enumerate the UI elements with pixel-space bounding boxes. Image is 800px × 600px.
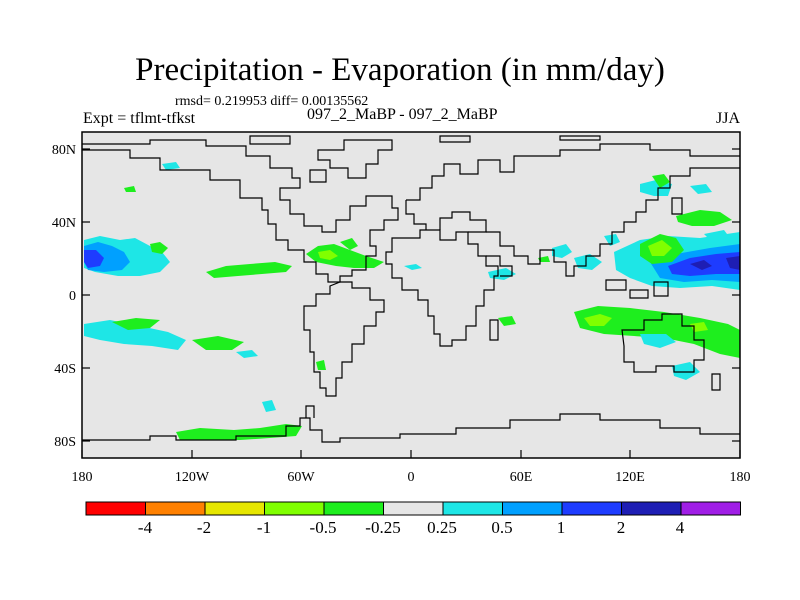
tick-marks [81, 148, 741, 458]
experiment-label: Expt = tflmt-tfkst [83, 110, 196, 127]
stats-text: rmsd= 0.219953 diff= 0.00135562 [175, 94, 369, 109]
colorbar-labels: -4 -2 -1 -0.5 -0.25 0.25 0.5 1 2 4 [138, 518, 685, 537]
colorbar-label: -2 [197, 518, 211, 537]
patch-sio-lime [584, 314, 612, 326]
x-tick-label: 60W [287, 470, 315, 485]
colorbar-box [621, 501, 682, 516]
case-label: 097_2_MaBP - 097_2_MaBP [307, 106, 498, 123]
coast-north-america [82, 139, 399, 283]
y-tick-label: 80S [54, 435, 76, 450]
colorbar-label: -4 [138, 518, 153, 537]
patch-nwpac-navy-2 [726, 256, 740, 270]
patch-so-cyan [262, 400, 276, 412]
y-tick-label: 40N [52, 216, 76, 231]
patch-samer-green-2 [316, 360, 326, 370]
coast-africa [385, 229, 499, 347]
colorbar-box [680, 501, 741, 516]
patch-siberia-cyan [690, 184, 712, 194]
y-tick-label: 40S [54, 362, 76, 377]
coast-madagascar [489, 319, 499, 341]
colorbar-box [561, 501, 622, 516]
colorbar-label: 0.25 [427, 518, 457, 537]
y-tick-labels: 80N 40N 0 40S 80S [52, 143, 76, 450]
coast-asia-south [486, 167, 740, 277]
coast-arctic-islands [249, 135, 601, 145]
colorbar-box [204, 501, 265, 516]
colorbar-label: -1 [257, 518, 271, 537]
coastlines [82, 135, 740, 443]
patch-carib-lime [318, 250, 338, 260]
patch-epac-green [206, 262, 292, 278]
patch-africa-cyan [404, 264, 422, 270]
patch-carib-green [306, 244, 384, 268]
season-label: JJA [716, 110, 741, 127]
precip-anomaly-patches [84, 162, 740, 440]
patch-okhotsk-green [652, 174, 670, 188]
colorbar-label: 0.5 [491, 518, 512, 537]
coast-greenland [317, 139, 393, 179]
colorbar-box [145, 501, 206, 516]
patch-china-lime [648, 240, 672, 256]
y-tick-label: 80N [52, 143, 76, 158]
patch-arab-cyan [488, 268, 516, 280]
x-tick-labels: 180 120W 60W 0 60E 120E 180 [72, 470, 751, 485]
patch-spac-cyan-2 [236, 350, 258, 358]
colorbar-label: 4 [676, 518, 685, 537]
patch-spac-cyan [84, 320, 186, 350]
coast-med [405, 200, 487, 233]
patch-wpac-darkblue [84, 250, 104, 268]
coast-hudson [309, 169, 327, 183]
colorbar [85, 501, 741, 516]
coast-south-america [303, 281, 385, 397]
x-tick-label: 120E [615, 470, 645, 485]
chart-title: Precipitation - Evaporation (in mm/day) [135, 52, 665, 88]
patch-wpac-green [150, 242, 168, 254]
coast-australia [621, 313, 705, 373]
coast-indonesia [605, 279, 669, 299]
coast-antarctic-peninsula [305, 405, 315, 418]
colorbar-label: -0.5 [310, 518, 337, 537]
patch-india-cyan [552, 244, 572, 258]
patch-spac-green [112, 318, 160, 330]
coast-nz [711, 373, 721, 391]
patch-japan-green [676, 210, 732, 226]
patch-natl-green [340, 238, 358, 250]
x-tick-label: 120W [175, 470, 210, 485]
patch-so-cyan-2 [162, 162, 180, 170]
y-tick-label: 0 [69, 289, 76, 304]
patch-sio-green [574, 306, 740, 358]
patch-nw-blob-cyan [704, 230, 730, 242]
patch-natl-lime [124, 186, 136, 192]
colorbar-box [323, 501, 384, 516]
coast-antarctica [82, 413, 740, 443]
patch-aus-cyan [672, 362, 700, 380]
patch-sio-cyan [640, 334, 676, 348]
colorbar-box [502, 501, 563, 516]
colorbar-label: 2 [617, 518, 626, 537]
x-tick-label: 60E [510, 470, 533, 485]
patch-spac-green-2 [192, 336, 244, 350]
patch-samer-green [498, 316, 516, 326]
colorbar-label: -0.25 [365, 518, 400, 537]
x-tick-label: 0 [408, 470, 415, 485]
x-tick-label: 180 [72, 470, 93, 485]
colorbar-box [442, 501, 503, 516]
colorbar-box [85, 501, 146, 516]
x-tick-label: 180 [730, 470, 751, 485]
colorbar-box [264, 501, 325, 516]
patch-nwpac-navy [690, 260, 712, 270]
colorbar-box [383, 501, 444, 516]
coast-arabia [486, 255, 513, 277]
patch-india-green [538, 256, 550, 262]
map-background [82, 132, 740, 458]
coast-europe [406, 143, 740, 201]
coast-japan [671, 197, 683, 215]
colorbar-label: 1 [557, 518, 566, 537]
